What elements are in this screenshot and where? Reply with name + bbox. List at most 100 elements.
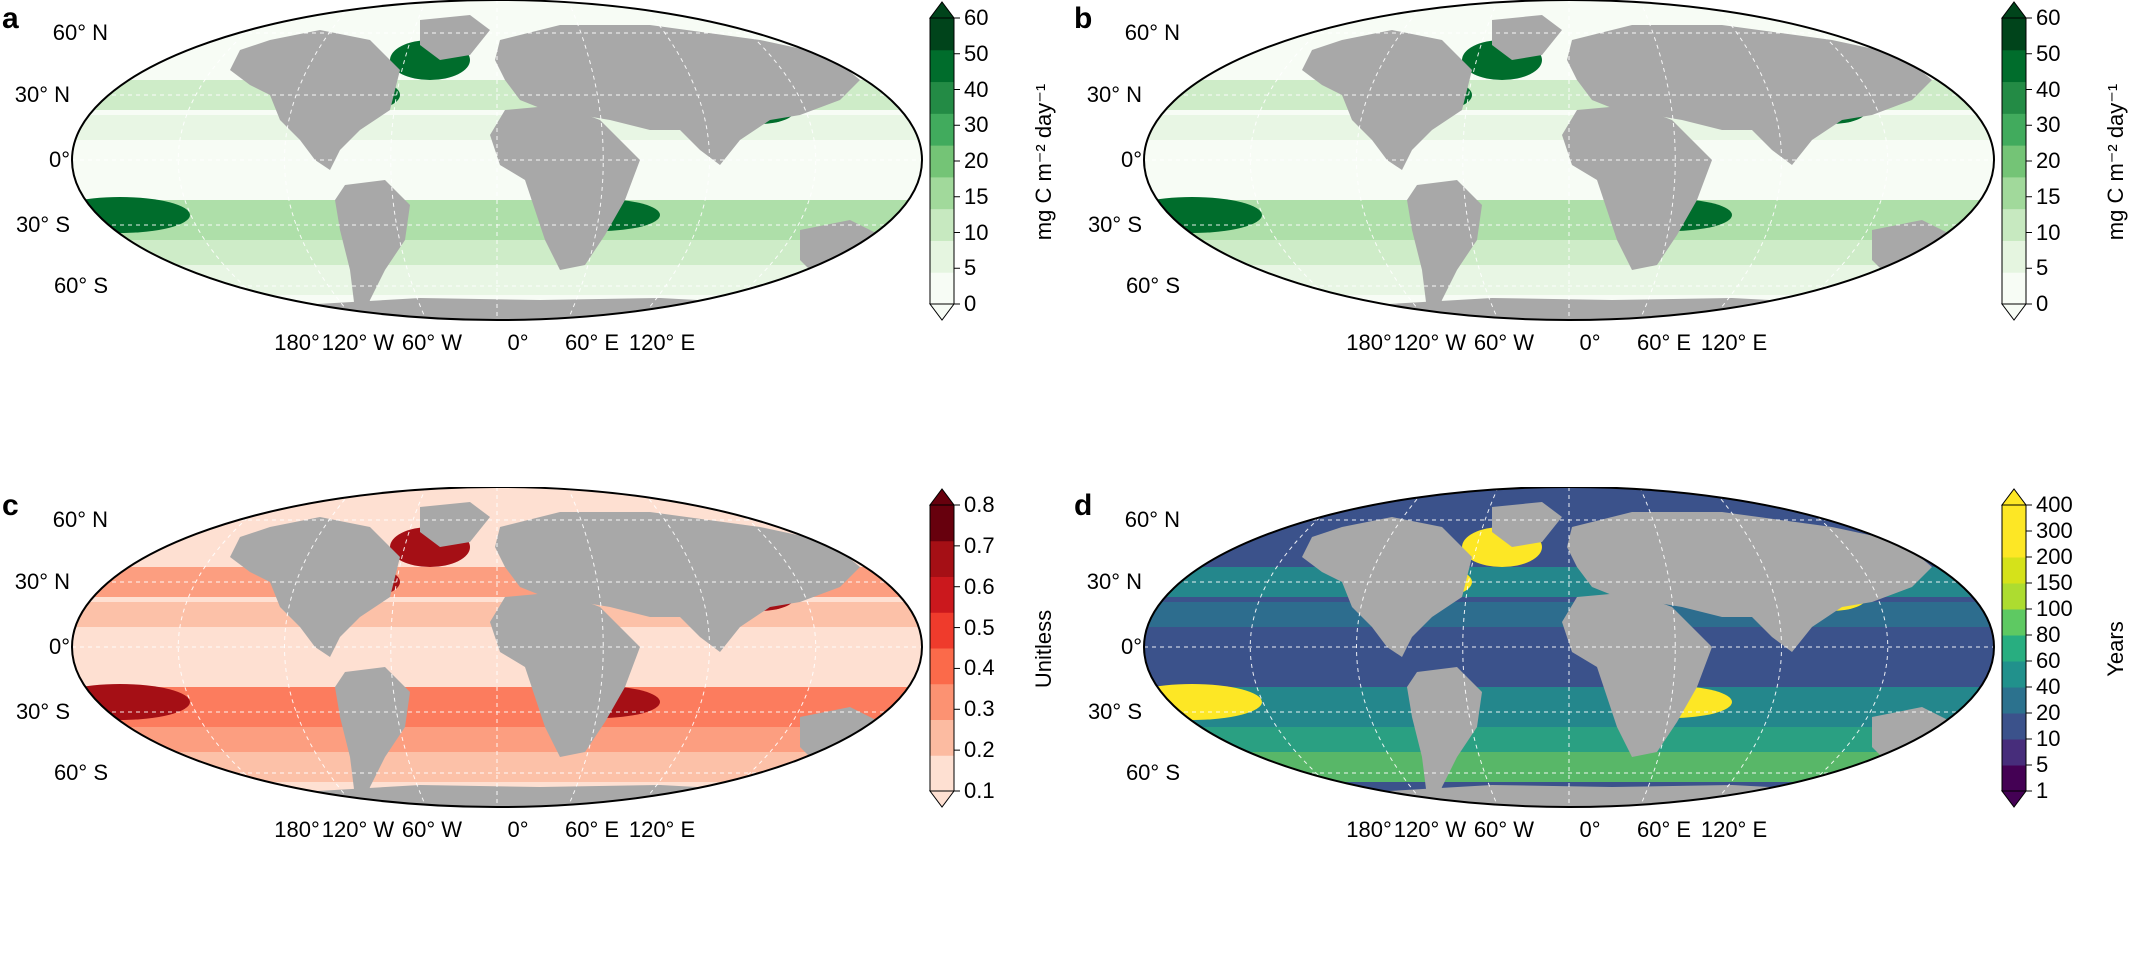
colorbar-tick-label: 10 <box>2036 219 2061 245</box>
lon-label: 60° E <box>1636 330 1692 355</box>
colorbar-tick-label: 10 <box>2036 726 2061 751</box>
field-band <box>72 265 922 295</box>
colorbar-tick-label: 50 <box>2036 40 2061 66</box>
colorbar-tick-label: 300 <box>2036 518 2073 543</box>
land-mass <box>1872 220 1952 285</box>
colorbar-tick-label: 400 <box>2036 492 2073 517</box>
map-b <box>1143 0 2032 321</box>
land-mass <box>490 105 640 270</box>
land-mass <box>1302 517 1472 657</box>
colorbar-label: Years <box>2103 621 2128 677</box>
land-mass <box>1562 592 1712 757</box>
colorbar-tick-label: 80 <box>2036 622 2061 647</box>
lat-label: 30° S <box>1087 212 1142 237</box>
lon-label: 0° <box>507 817 529 842</box>
colorbar-tick-label: 15 <box>2036 183 2061 209</box>
lat-label: 30° N <box>14 569 70 594</box>
land-mass <box>1562 105 1712 270</box>
lat-label: 30° S <box>1087 699 1142 724</box>
colorbar-tick-label: 5 <box>964 255 977 281</box>
land-mass <box>495 25 860 165</box>
colorbar-tick-label: 40 <box>964 76 989 102</box>
field-hotspot <box>72 197 190 233</box>
land-mass <box>170 298 860 320</box>
lon-label: 0° <box>1579 330 1601 355</box>
land-mass <box>1492 502 1562 547</box>
lon-label: 120° E <box>1700 817 1768 842</box>
lon-label: 60° W <box>401 817 463 842</box>
lon-label: 60° W <box>1473 330 1535 355</box>
land-mass <box>490 592 640 757</box>
lat-label: 0° <box>48 634 70 659</box>
colorbar-tick-label: 5 <box>2036 752 2049 777</box>
field-band <box>72 240 922 265</box>
colorbar <box>2001 1 2032 321</box>
land-mass <box>1567 25 1932 165</box>
lon-label: 0° <box>1579 817 1601 842</box>
lon-label: 180° <box>1346 330 1392 355</box>
lon-label: 120° W <box>321 330 395 355</box>
map-outline <box>71 0 923 321</box>
lon-label: 120° W <box>321 817 395 842</box>
lat-label: 60° S <box>53 273 108 298</box>
colorbar <box>929 1 960 321</box>
colorbar-tick-label: 10 <box>964 219 989 245</box>
colorbar-tick-label: 30 <box>2036 112 2061 138</box>
lat-label: 60° S <box>1125 273 1180 298</box>
field-band <box>72 727 922 752</box>
panel-letter: d <box>1074 489 1093 522</box>
lon-label: 180° <box>274 817 320 842</box>
map-c <box>71 487 960 808</box>
lat-label: 60° N <box>52 507 108 532</box>
land-mass <box>1492 15 1562 60</box>
lat-label: 30° S <box>15 212 70 237</box>
land-mass <box>1242 298 1932 320</box>
map-outline <box>71 487 923 808</box>
colorbar-tick-label: 20 <box>2036 700 2061 725</box>
lon-label: 120° E <box>628 330 696 355</box>
map-outline <box>1143 487 1995 808</box>
field-band <box>72 752 922 782</box>
lon-label: 60° E <box>564 817 620 842</box>
colorbar-tick-label: 0.3 <box>964 696 995 722</box>
panel-d: 1 5 10 20 40 60 80 100 150 200 300 400 Years d 60° N 30… <box>1072 487 2144 974</box>
field-hotspot <box>1144 197 1262 233</box>
panel-letter: b <box>1074 2 1093 35</box>
colorbar <box>929 488 960 808</box>
colorbar-tick-label: 1 <box>2036 778 2049 803</box>
colorbar-label: mg C m⁻² day⁻¹ <box>2103 83 2128 241</box>
lat-label: 0° <box>1120 147 1142 172</box>
colorbar <box>2001 488 2032 808</box>
field-band <box>1144 240 1994 265</box>
land-mass <box>1302 30 1472 170</box>
land-mass <box>1872 707 1952 772</box>
colorbar-tick-label: 0 <box>964 291 977 316</box>
land-mass <box>335 180 410 320</box>
panel-c: 0.1 0.2 0.3 0.4 0.5 0.6 0.7 0.8 Unitless c 60° N 30… <box>0 487 1072 974</box>
map-outline <box>1143 0 1995 321</box>
colorbar-tick-label: 15 <box>964 183 989 209</box>
colorbar-tick-label: 150 <box>2036 570 2073 595</box>
land-mass <box>170 785 860 807</box>
colorbar-tick-label: 60 <box>2036 648 2061 673</box>
lat-label: 60° S <box>53 760 108 785</box>
lon-label: 120° W <box>1393 330 1467 355</box>
colorbar-tick-label: 60 <box>2036 5 2061 30</box>
lon-label: 120° E <box>628 817 696 842</box>
lat-label: 30° N <box>1086 82 1142 107</box>
land-mass <box>1242 785 1932 807</box>
field-band <box>1144 727 1994 752</box>
colorbar-tick-label: 40 <box>2036 76 2061 102</box>
field-band <box>1144 265 1994 295</box>
land-mass <box>800 220 880 285</box>
land-mass <box>230 30 400 170</box>
land-mass <box>1407 180 1482 320</box>
lat-label: 30° N <box>1086 569 1142 594</box>
colorbar-tick-label: 60 <box>964 5 989 30</box>
lat-label: 30° S <box>15 699 70 724</box>
lon-label: 0° <box>507 330 529 355</box>
colorbar-tick-label: 0.4 <box>964 655 995 681</box>
colorbar-tick-label: 0.2 <box>964 737 995 763</box>
field-hotspot <box>1144 684 1262 720</box>
colorbar-tick-label: 50 <box>964 40 989 66</box>
